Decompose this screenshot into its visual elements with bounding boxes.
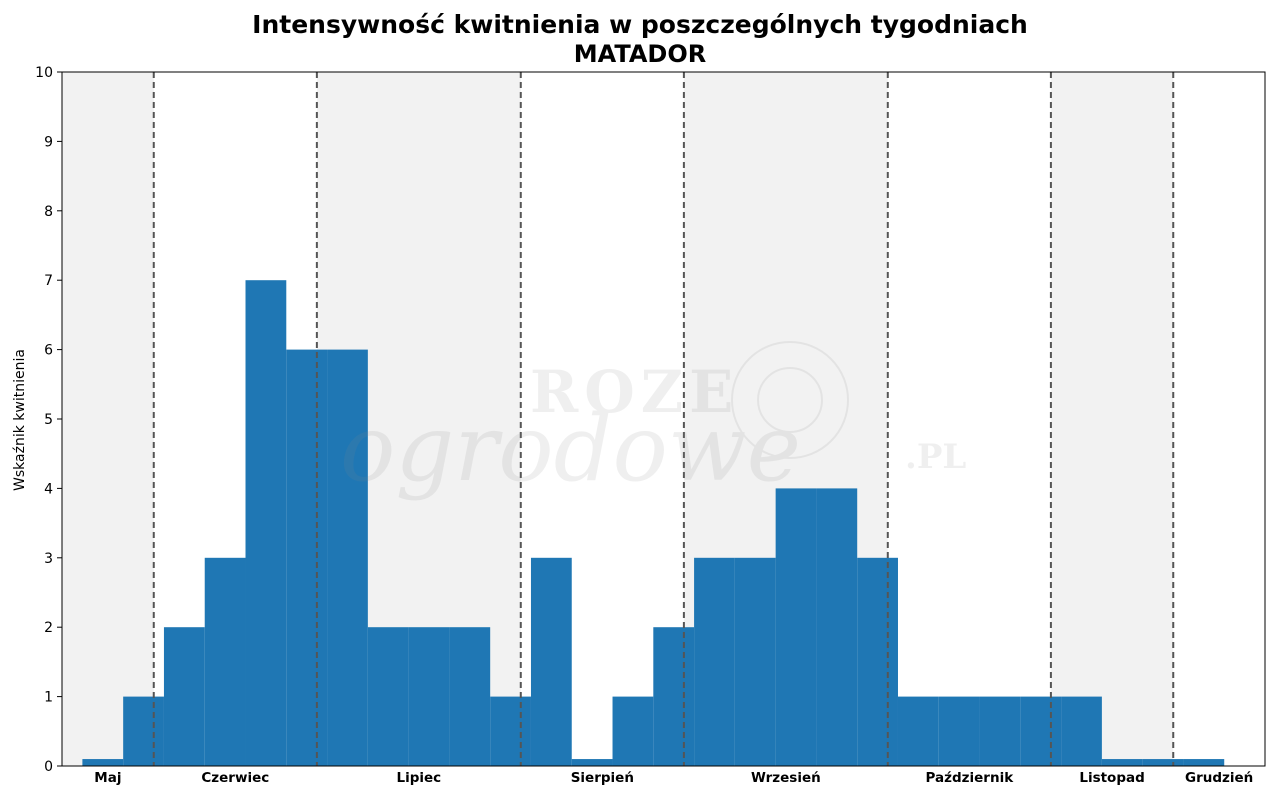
y-tick-label: 5 [44,412,53,428]
bar-week-25 [1061,696,1102,766]
bar-week-18 [775,488,817,766]
bar-week-8 [367,627,409,766]
bar-week-6 [286,349,328,766]
svg-text:ROZE: ROZE [530,358,739,426]
month-shade-6 [1050,72,1174,766]
bar-week-11 [490,696,531,766]
bar-week-17 [734,557,776,766]
y-tick-label: 8 [44,204,53,220]
month-label-4: Wrzesień [751,770,821,786]
bar-week-15 [653,627,695,766]
y-tick-label: 7 [44,273,53,289]
bar-week-27 [1142,759,1184,766]
y-tick-label: 4 [44,481,53,497]
watermark-logo: ROZE ogrodowe .PL [340,341,966,502]
month-label-1: Czerwiec [201,770,269,786]
month-label-0: Maj [94,770,121,786]
bar-week-28 [1183,759,1225,766]
bar-week-2 [123,696,164,766]
bar-week-16 [694,557,735,766]
bar-week-12 [530,557,572,766]
month-shade-0 [62,72,154,766]
bar-week-9 [408,627,450,766]
bar-week-4 [204,557,246,766]
svg-text:.PL: .PL [905,437,966,477]
bar-week-10 [449,627,491,766]
y-tick-label: 3 [44,551,53,567]
bar-week-22 [938,696,980,766]
bar-week-5 [245,280,287,766]
month-label-6: Listopad [1079,770,1144,786]
y-ticks-group: 0 1 2 3 4 5 6 7 8 9 10 [35,65,62,775]
bar-week-21 [897,696,939,766]
month-labels-group: Maj Czerwiec Lipiec Sierpień Wrzesień Paździe… [94,770,1253,786]
month-label-2: Lipiec [396,770,441,786]
y-tick-label: 9 [44,134,53,150]
bar-week-20 [857,557,898,766]
bar-week-26 [1101,759,1143,766]
chart-subtitle: MATADOR [573,40,707,68]
svg-text:ogrodowe: ogrodowe [340,395,801,502]
bar-week-3 [163,627,205,766]
bar-week-1 [82,759,124,766]
y-tick-label: 2 [44,620,53,636]
bar-week-23 [979,696,1021,766]
bar-week-7 [327,349,368,766]
bar-week-19 [816,488,858,766]
bar-week-13 [571,759,613,766]
bar-week-14 [612,696,654,766]
month-label-7: Grudzień [1185,770,1253,786]
month-label-3: Sierpień [571,770,634,786]
y-tick-label: 1 [44,690,53,706]
month-dividers-group [152,72,1175,766]
bar-week-24 [1020,696,1062,766]
y-tick-label: 6 [44,343,53,359]
chart-title: Intensywność kwitnienia w poszczególnych… [252,10,1028,39]
bars-group [82,280,1225,766]
y-tick-label: 0 [44,759,53,775]
month-label-5: Październik [926,770,1015,786]
y-tick-label: 10 [35,65,53,81]
